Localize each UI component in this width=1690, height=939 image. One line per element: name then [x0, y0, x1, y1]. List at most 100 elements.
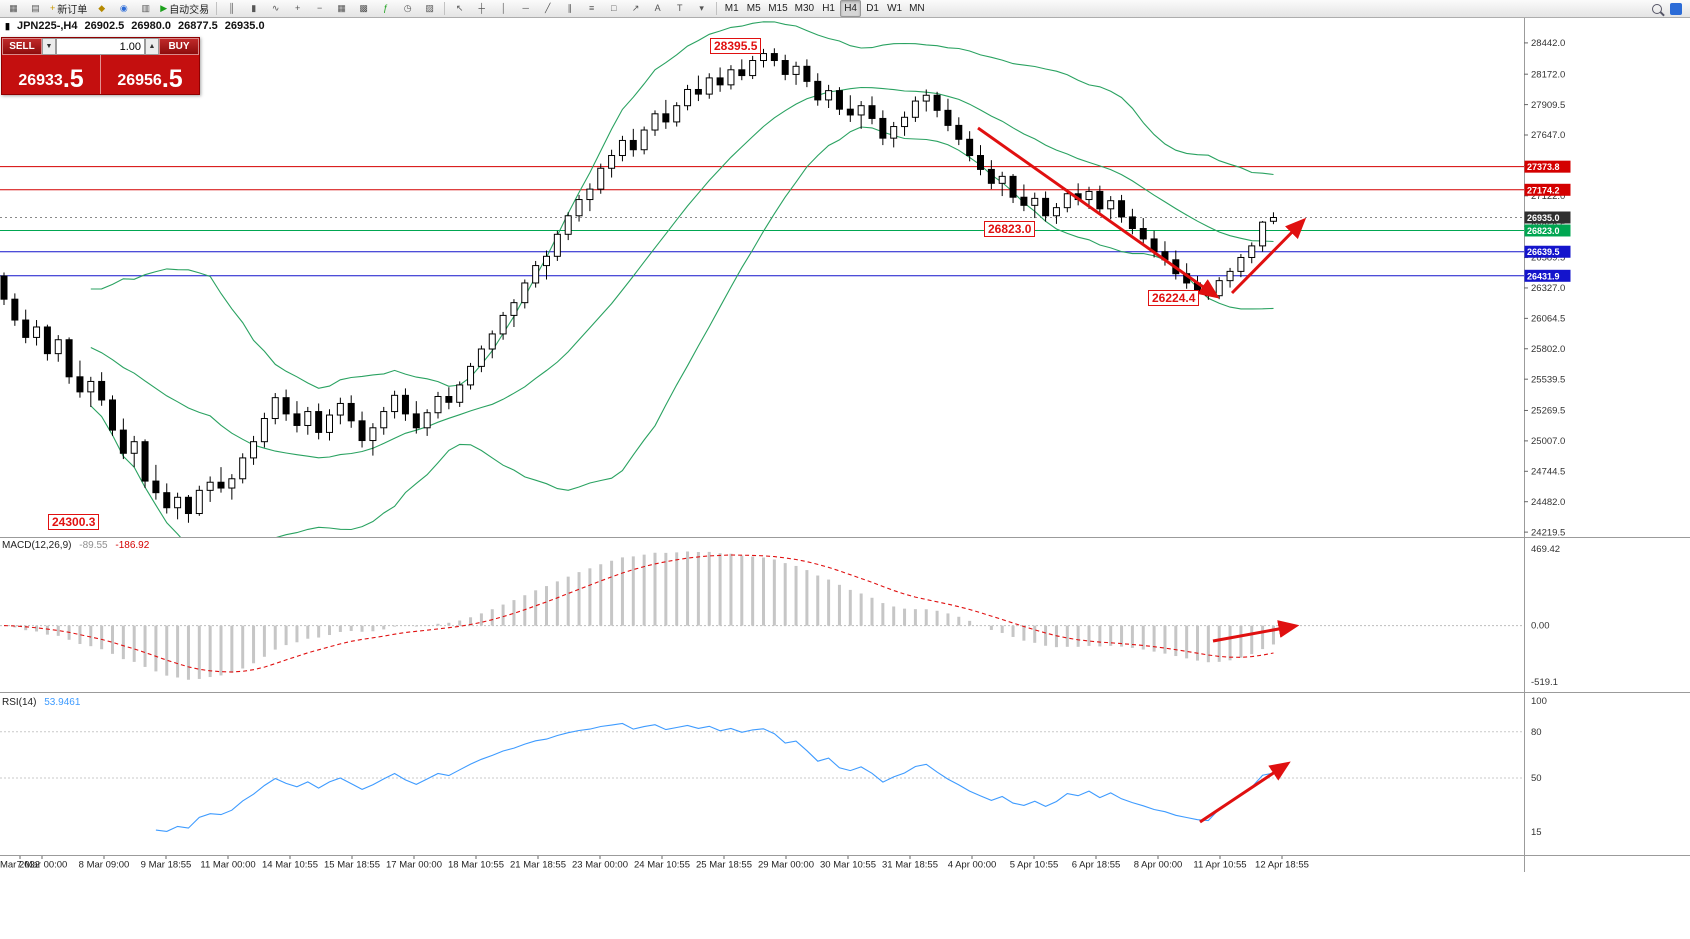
indicators-button[interactable]: ƒ	[375, 0, 396, 17]
data-window-button[interactable]: ◉	[113, 0, 134, 17]
fibonacci-button-icon: ≡	[589, 3, 595, 13]
search-icon[interactable]	[1652, 3, 1662, 14]
trend-arrow-4[interactable]	[1199, 761, 1291, 824]
volume-input[interactable]	[56, 38, 145, 55]
y-axis-label: 27909.5	[1531, 100, 1565, 111]
arrows-button[interactable]: ↗	[625, 0, 646, 17]
y-axis[interactable]: 28442.028172.027909.527647.027384.527122…	[1524, 38, 1565, 538]
time-axis-label: 12 Apr 18:55	[1255, 860, 1309, 871]
trend-arrow-1[interactable]	[977, 126, 1220, 299]
timeframe-m15[interactable]: M15	[765, 0, 790, 17]
buy-button[interactable]: BUY	[159, 38, 199, 55]
timeframe-mn[interactable]: MN	[906, 0, 928, 17]
fibonacci-button[interactable]: ≡	[581, 0, 602, 17]
sell-button[interactable]: SELL	[2, 38, 42, 55]
tile-windows-button[interactable]: ▦	[331, 0, 352, 17]
volume-decrease-button[interactable]: ▼	[42, 38, 56, 55]
timeframe-m5[interactable]: M5	[743, 0, 764, 17]
svg-text:26823.0: 26823.0	[1527, 226, 1560, 236]
vertical-line-button[interactable]: │	[493, 0, 514, 17]
trend-arrow-2[interactable]	[1230, 217, 1307, 295]
annotation-24300.3[interactable]: 24300.3	[48, 514, 100, 530]
timeframe-h1[interactable]: H1	[818, 0, 839, 17]
text-button[interactable]: A	[647, 0, 668, 17]
timeframe-h4[interactable]: H4	[840, 0, 862, 17]
y-axis-label: 25802.0	[1531, 344, 1565, 355]
timeframe-d1[interactable]: D1	[862, 0, 883, 17]
rsi-indicator-label: RSI(14) 53.9461	[2, 697, 80, 708]
shapes-button[interactable]: □	[603, 0, 624, 17]
rsi-scale-label: 80	[1531, 727, 1542, 738]
trendline-button-icon: ╱	[544, 3, 551, 13]
svg-text:26935.0: 26935.0	[1527, 213, 1560, 223]
time-axis-label: 11 Apr 10:55	[1193, 860, 1246, 871]
candles	[0, 48, 1277, 523]
market-watch-button[interactable]: ◆	[91, 0, 112, 17]
bar-chart-button[interactable]: ║	[221, 0, 242, 17]
chart-symbol-ohlc: ▮ JPN225-,H4 26902.5 26980.0 26877.5 269…	[5, 20, 265, 32]
templates-button-icon: ▨	[425, 3, 434, 13]
trade-panel-prices: 26933 .5 26956 .5	[2, 55, 199, 94]
macd-signal-value: -186.92	[115, 540, 150, 551]
objects-dropdown-button[interactable]: ▾	[691, 0, 712, 17]
terminal-button[interactable]: ▥	[135, 0, 156, 17]
trendline-button[interactable]: ╱	[537, 0, 558, 17]
volume-increase-button[interactable]: ▲	[145, 38, 159, 55]
trade-panel-divider	[100, 55, 101, 94]
annotation-26224.4[interactable]: 26224.4	[1148, 290, 1200, 306]
buy-price-button[interactable]: 26956 .5	[101, 55, 199, 94]
line-chart-button[interactable]: ∿	[265, 0, 286, 17]
text-label-button[interactable]: T	[669, 0, 690, 17]
cursor-button[interactable]: ↖	[449, 0, 470, 17]
zoom-in-button[interactable]: +	[287, 0, 308, 17]
main-chart-area	[0, 21, 1524, 537]
periods-button[interactable]: ◷	[397, 0, 418, 17]
auto-trading-button[interactable]: ▶ 自动交易	[157, 0, 212, 17]
timeframe-w1[interactable]: W1	[884, 0, 905, 17]
new-order-button[interactable]: + 新订单	[47, 0, 90, 17]
annotation-28395.5[interactable]: 28395.5	[710, 38, 762, 54]
macd-value: -89.55	[79, 540, 108, 551]
y-axis-label: 24744.5	[1531, 466, 1565, 477]
timeframe-m30-label: M30	[794, 3, 815, 14]
bar-chart-button-icon: ║	[228, 3, 235, 13]
time-axis-label: 15 Mar 18:55	[324, 860, 380, 871]
macd-scale-label: 0.00	[1531, 621, 1550, 632]
auto-arrange-button[interactable]: ▩	[353, 0, 374, 17]
toolbar-separator	[716, 2, 718, 15]
y-axis-label: 25539.5	[1531, 374, 1565, 385]
zoom-in-button-icon: +	[295, 3, 301, 13]
auto-trading-button-label: 自动交易	[169, 5, 210, 16]
trend-arrow-3[interactable]	[1212, 620, 1300, 643]
profiles-button[interactable]: ▤	[25, 0, 46, 17]
price-box-26431.9	[1524, 269, 1571, 282]
candlestick-chart-button[interactable]: ▮	[243, 0, 264, 17]
ohlc-high: 26980.0	[131, 20, 172, 32]
new-chart-button[interactable]: ▦	[3, 0, 24, 17]
timeframe-m30[interactable]: M30	[792, 0, 817, 17]
buy-price-base: 26956	[117, 72, 162, 89]
zoom-out-button[interactable]: −	[309, 0, 330, 17]
ohlc-close: 26935.0	[224, 20, 265, 32]
timeframe-h1-label: H1	[822, 3, 835, 14]
tile-windows-button-icon: ▦	[337, 3, 346, 13]
text-button-icon: A	[654, 3, 661, 13]
time-axis-label: 7 Mar 00:00	[17, 860, 68, 871]
annotation-26823.0[interactable]: 26823.0	[984, 221, 1036, 237]
rsi-value: 53.9461	[44, 697, 81, 708]
crosshair-button[interactable]: ┼	[471, 0, 492, 17]
y-axis-label: 26064.5	[1531, 314, 1565, 325]
y-axis-label: 28442.0	[1531, 38, 1565, 49]
new-order-button-icon: +	[50, 3, 56, 13]
svg-text:26431.9: 26431.9	[1527, 271, 1560, 281]
macd-indicator-label: MACD(12,26,9) -89.55 -186.92	[2, 540, 149, 551]
community-icon[interactable]	[1670, 2, 1682, 15]
timeframe-m1[interactable]: M1	[721, 0, 742, 17]
sell-price-base: 26933	[18, 72, 63, 89]
bollinger-lower-band	[90, 126, 1274, 537]
templates-button[interactable]: ▨	[419, 0, 440, 17]
horizontal-line-button[interactable]: ─	[515, 0, 536, 17]
sell-price-button[interactable]: 26933 .5	[2, 55, 100, 94]
channel-button[interactable]: ∥	[559, 0, 580, 17]
